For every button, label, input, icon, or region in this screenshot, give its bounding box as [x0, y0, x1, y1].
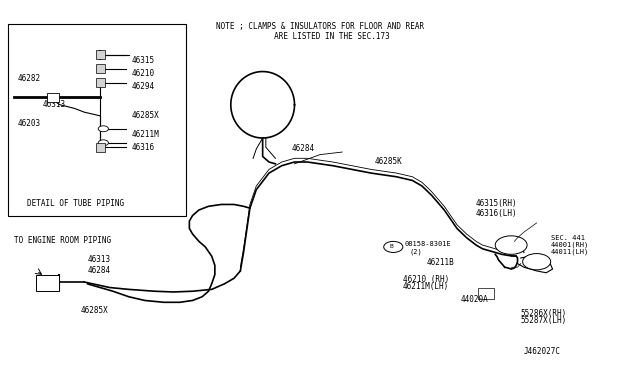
Text: 46285K: 46285K [374, 157, 402, 166]
Circle shape [523, 254, 550, 270]
Text: 46315(RH): 46315(RH) [476, 199, 518, 208]
Bar [96, 51, 104, 60]
Text: 46210 (RH): 46210 (RH) [403, 275, 449, 284]
Text: 46294: 46294 [132, 82, 155, 91]
Text: TO ENGINE ROOM PIPING: TO ENGINE ROOM PIPING [14, 236, 111, 245]
Circle shape [99, 126, 108, 132]
Text: 46285X: 46285X [132, 111, 160, 121]
Text: 55286X(RH): 55286X(RH) [521, 309, 567, 318]
Circle shape [384, 241, 403, 253]
Text: 46211B: 46211B [427, 259, 455, 267]
Text: 46313: 46313 [88, 255, 111, 264]
Text: B: B [390, 244, 393, 249]
Text: 46210: 46210 [132, 69, 155, 78]
Text: 46316: 46316 [132, 143, 155, 152]
Bar [36, 275, 59, 291]
Text: J462027C: J462027C [524, 347, 561, 356]
Text: (2): (2) [409, 248, 422, 255]
Bar [96, 64, 104, 73]
Text: 44020A: 44020A [460, 295, 488, 304]
Text: 46315: 46315 [132, 56, 155, 65]
Bar [8, 23, 186, 215]
Circle shape [495, 236, 527, 254]
Circle shape [99, 140, 108, 146]
Text: 46203: 46203 [17, 119, 40, 128]
Text: 46211M(LH): 46211M(LH) [403, 282, 449, 291]
Bar [96, 143, 104, 152]
Text: 46284: 46284 [88, 266, 111, 275]
Text: 44011(LH): 44011(LH) [550, 248, 589, 255]
Text: NOTE ; CLAMPS & INSULATORS FOR FLOOR AND REAR
     ARE LISTED IN THE SEC.173: NOTE ; CLAMPS & INSULATORS FOR FLOOR AND… [216, 22, 424, 41]
Text: DETAIL OF TUBE PIPING: DETAIL OF TUBE PIPING [27, 199, 124, 208]
Text: 44001(RH): 44001(RH) [550, 242, 589, 248]
Text: 08158-8301E: 08158-8301E [404, 241, 451, 247]
Text: 46211M: 46211M [132, 130, 160, 139]
Text: 55287X(LH): 55287X(LH) [521, 316, 567, 326]
Text: 46313: 46313 [43, 100, 66, 109]
Text: SEC. 441: SEC. 441 [550, 234, 585, 241]
Text: 46285X: 46285X [81, 307, 109, 315]
Bar [478, 288, 494, 299]
Bar [96, 78, 104, 87]
Text: 46284: 46284 [291, 144, 314, 153]
Bar [47, 93, 59, 102]
Text: 46282: 46282 [17, 74, 40, 83]
Text: 46316(LH): 46316(LH) [476, 209, 518, 218]
